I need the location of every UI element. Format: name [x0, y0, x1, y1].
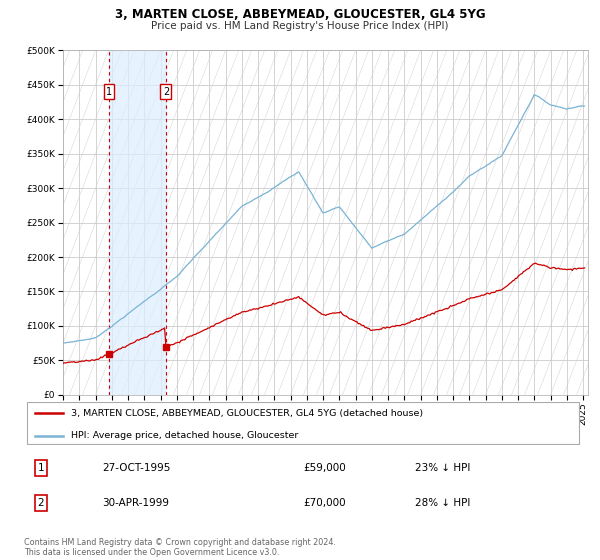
- Text: 28% ↓ HPI: 28% ↓ HPI: [415, 498, 470, 508]
- FancyBboxPatch shape: [27, 403, 579, 444]
- Text: Contains HM Land Registry data © Crown copyright and database right 2024.
This d: Contains HM Land Registry data © Crown c…: [24, 538, 336, 557]
- Text: 1: 1: [37, 463, 44, 473]
- Text: £70,000: £70,000: [303, 498, 346, 508]
- Text: 27-OCT-1995: 27-OCT-1995: [102, 463, 170, 473]
- Bar: [109, 50, 166, 395]
- Text: 2: 2: [163, 87, 169, 97]
- Text: HPI: Average price, detached house, Gloucester: HPI: Average price, detached house, Glou…: [71, 431, 299, 440]
- Text: 30-APR-1999: 30-APR-1999: [102, 498, 169, 508]
- Text: 23% ↓ HPI: 23% ↓ HPI: [415, 463, 470, 473]
- Text: £59,000: £59,000: [303, 463, 346, 473]
- Text: 1: 1: [106, 87, 112, 97]
- Text: 3, MARTEN CLOSE, ABBEYMEAD, GLOUCESTER, GL4 5YG: 3, MARTEN CLOSE, ABBEYMEAD, GLOUCESTER, …: [115, 8, 485, 21]
- Text: 3, MARTEN CLOSE, ABBEYMEAD, GLOUCESTER, GL4 5YG (detached house): 3, MARTEN CLOSE, ABBEYMEAD, GLOUCESTER, …: [71, 409, 424, 418]
- Text: 2: 2: [37, 498, 44, 508]
- Text: Price paid vs. HM Land Registry's House Price Index (HPI): Price paid vs. HM Land Registry's House …: [151, 21, 449, 31]
